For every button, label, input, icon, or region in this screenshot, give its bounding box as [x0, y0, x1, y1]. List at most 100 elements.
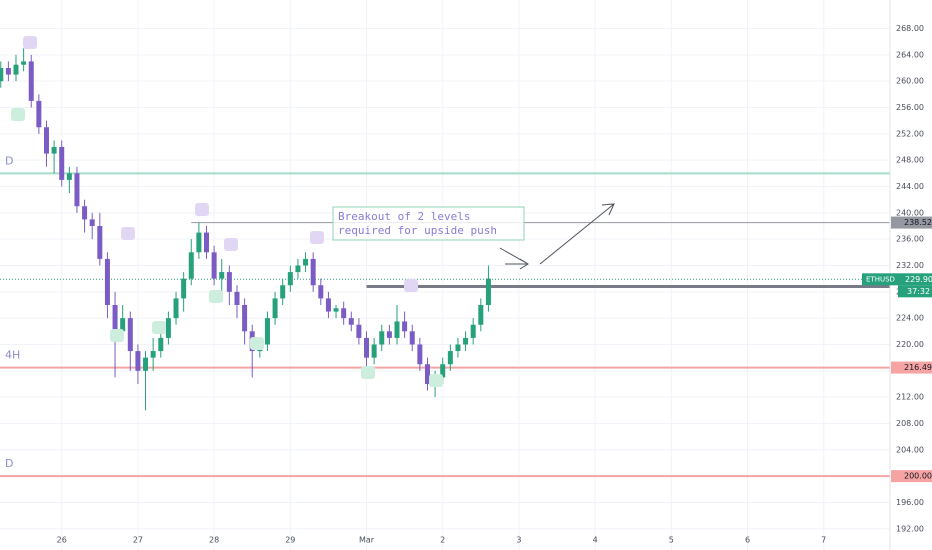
candle-body: [264, 318, 270, 345]
candle-body: [196, 232, 202, 253]
candle-body: [104, 258, 110, 305]
candle-body: [409, 331, 415, 345]
x-tick-label: 3: [516, 536, 521, 545]
symbol-label: ETHUSD: [866, 275, 895, 283]
candle-body: [470, 324, 476, 338]
candle-body: [303, 258, 309, 266]
price-tag: [898, 273, 932, 286]
icon: [121, 227, 135, 240]
candle-body: [181, 278, 187, 299]
y-tick-label: 252.00: [896, 129, 924, 138]
icon: [195, 203, 209, 216]
candle-body: [74, 173, 80, 207]
x-tick-label: 26: [57, 536, 67, 545]
candle-body: [371, 344, 377, 358]
candle-body: [364, 337, 370, 358]
candle-body: [165, 318, 171, 338]
y-tick-label: 240.00: [896, 208, 924, 217]
y-tick-label: 256.00: [896, 103, 924, 112]
y-tick-label: 232.00: [896, 261, 924, 270]
candle-body: [463, 337, 469, 345]
candle-body: [127, 318, 133, 352]
icon: [209, 290, 223, 303]
arrows: [499, 203, 615, 270]
candle-body: [341, 308, 347, 319]
candle-body: [173, 298, 179, 319]
candle-body: [89, 219, 95, 226]
icon: [23, 36, 37, 49]
candle-body: [455, 344, 461, 352]
candle-body: [150, 351, 156, 358]
y-tick-label: 196.00: [896, 498, 924, 507]
candle-body: [135, 351, 141, 371]
price-tag: [891, 361, 932, 374]
annotation-text: required for upside push: [338, 224, 497, 237]
y-tick-label: 212.00: [896, 393, 924, 402]
icon: [429, 374, 443, 387]
y-tick-label: 236.00: [896, 235, 924, 244]
candle-body: [66, 173, 72, 180]
icon: [152, 321, 166, 334]
countdown-label: 37:32: [907, 287, 930, 296]
price-tag-label: 216.49: [904, 363, 932, 372]
icon: [224, 238, 238, 251]
candle-body: [112, 304, 118, 332]
price-tag-label: 229.90: [905, 275, 932, 284]
x-tick-label: 2: [440, 536, 445, 545]
candle-body: [28, 61, 34, 101]
candle-body: [43, 127, 49, 154]
candle-body: [97, 225, 103, 259]
annotation-box: [332, 206, 525, 241]
candle-body: [226, 272, 232, 292]
candle-body: [348, 318, 354, 325]
candle-body: [447, 351, 453, 365]
icon: [404, 279, 418, 292]
candle-body: [143, 357, 149, 371]
price-tag-label: 238.52: [904, 218, 932, 227]
candle-body: [219, 272, 225, 279]
icon: [110, 329, 124, 342]
x-tick-label: 6: [745, 536, 750, 545]
y-tick-label: 220.00: [896, 340, 924, 349]
candle-body: [440, 364, 446, 378]
y-tick-label: 248.00: [896, 156, 924, 165]
candle-body: [36, 100, 42, 128]
x-tick-label: 27: [133, 536, 143, 545]
candle-body: [402, 321, 408, 332]
price-axis: 188.00192.00196.00200.00204.00208.00212.…: [57, 24, 932, 545]
candle-body: [356, 324, 362, 338]
y-tick-label: 268.00: [896, 24, 924, 33]
x-tick-label: 7: [821, 536, 826, 545]
candle-body: [0, 68, 4, 82]
candle-body: [211, 252, 217, 279]
candle-body: [478, 304, 484, 325]
icons: [11, 36, 443, 387]
candle-body: [21, 61, 27, 65]
candle-body: [203, 232, 209, 253]
candle-body: [318, 285, 324, 299]
candle-body: [333, 308, 339, 312]
y-tick-label: 244.00: [896, 182, 924, 191]
candle-body: [295, 265, 301, 273]
level-tag: D: [5, 154, 13, 167]
icon: [250, 337, 264, 350]
annotation-text: Breakout of 2 levels: [338, 210, 470, 223]
candle-body: [417, 344, 423, 365]
y-tick-label: 260.00: [896, 77, 924, 86]
candle-body: [242, 304, 248, 332]
candle-body: [386, 331, 392, 338]
candle-body: [234, 291, 240, 305]
candle-body: [188, 252, 194, 279]
price-tag: [891, 216, 932, 229]
price-tag: [891, 470, 932, 483]
x-tick-label: 4: [593, 536, 598, 545]
y-tick-label: 204.00: [896, 445, 924, 454]
candle-body: [120, 318, 126, 332]
candle-body: [13, 64, 19, 75]
x-tick-label: 5: [669, 536, 674, 545]
icon: [310, 231, 324, 244]
countdown-tag: [898, 285, 932, 298]
arrow: [539, 203, 615, 265]
symbol-tag: [862, 273, 898, 286]
